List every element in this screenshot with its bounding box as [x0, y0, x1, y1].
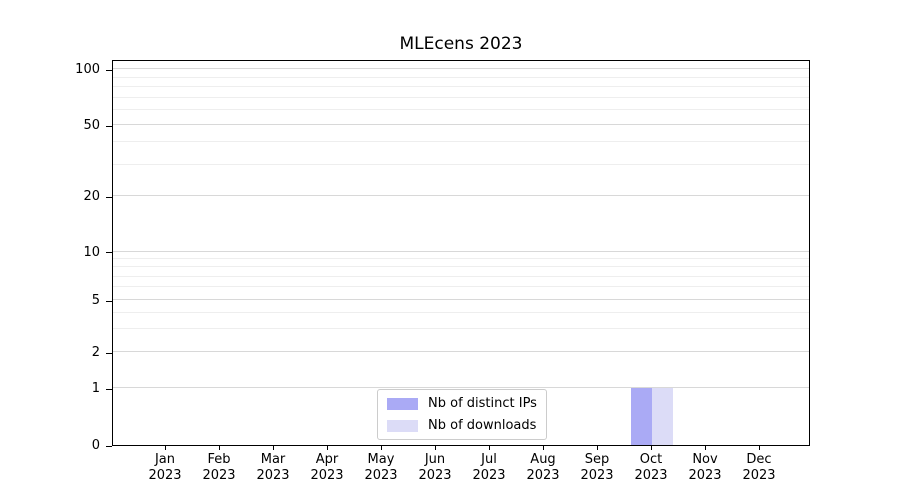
gridline-minor: [113, 96, 809, 98]
gridline-minor: [113, 109, 809, 111]
x-tick-label: Oct 2023: [621, 452, 681, 484]
x-tick-label: Nov 2023: [675, 452, 735, 484]
x-tick-mark: [543, 446, 544, 450]
y-tick-label: 0: [91, 438, 100, 453]
x-tick-mark: [435, 446, 436, 450]
x-tick-label: Jan 2023: [135, 452, 195, 484]
gridline-minor: [113, 275, 809, 277]
plot-area: [112, 60, 810, 446]
chart-title: MLEcens 2023: [399, 34, 523, 54]
gridline-major: [113, 250, 809, 252]
gridline-minor: [113, 163, 809, 165]
legend-label-downloads: Nb of downloads: [428, 418, 537, 433]
x-tick-year: 2023: [634, 468, 668, 483]
gridline-major: [113, 195, 809, 196]
x-tick-year: 2023: [256, 468, 290, 483]
y-tick-mark: [106, 388, 112, 390]
x-tick-month: Sep: [584, 452, 610, 467]
gridlines-layer: [113, 61, 809, 445]
x-tick-mark: [327, 446, 328, 450]
x-tick-label: Aug 2023: [513, 452, 573, 484]
y-tick-label: 50: [83, 118, 100, 133]
gridline-major: [113, 299, 809, 300]
x-tick-mark: [273, 446, 274, 450]
y-tick-mark: [106, 445, 112, 447]
x-tick-month: Oct: [639, 452, 663, 467]
x-tick-year: 2023: [688, 468, 722, 483]
gridline-minor: [113, 266, 809, 268]
x-tick-month: Apr: [315, 452, 339, 467]
bar-nb-of-downloads-oct: [652, 388, 673, 445]
gridline-minor: [113, 258, 809, 259]
x-tick-month: Aug: [530, 452, 556, 467]
x-tick-label: Apr 2023: [297, 452, 357, 484]
x-tick-mark: [489, 446, 490, 450]
x-tick-month: Dec: [746, 452, 772, 467]
x-tick-mark: [705, 446, 706, 450]
y-tick-mark: [106, 69, 112, 71]
gridline-major: [113, 124, 809, 125]
y-tick-label: 5: [91, 293, 100, 308]
x-tick-label: May 2023: [351, 452, 411, 484]
x-tick-month: Jan: [154, 452, 176, 467]
gridline-minor: [113, 311, 809, 313]
gridline-minor: [113, 86, 809, 87]
x-tick-label: Feb 2023: [189, 452, 249, 484]
x-tick-mark: [165, 446, 166, 450]
x-tick-year: 2023: [310, 468, 344, 483]
y-tick-mark: [106, 252, 112, 254]
x-tick-year: 2023: [526, 468, 560, 483]
x-tick-mark: [651, 446, 652, 450]
legend: Nb of distinct IPs Nb of downloads: [377, 389, 547, 440]
y-tick-mark: [106, 300, 112, 302]
x-tick-month: Feb: [207, 452, 231, 467]
gridline-minor: [113, 328, 809, 329]
bar-nb-of-distinct-ips-oct: [631, 388, 652, 445]
legend-item-downloads: Nb of downloads: [387, 417, 537, 434]
x-tick-label: Mar 2023: [243, 452, 303, 484]
x-tick-mark: [597, 446, 598, 450]
x-tick-mark: [759, 446, 760, 450]
x-tick-year: 2023: [472, 468, 506, 483]
gridline-major: [113, 68, 809, 69]
x-tick-year: 2023: [148, 468, 182, 483]
x-tick-year: 2023: [580, 468, 614, 483]
gridline-minor: [113, 286, 809, 288]
x-tick-month: Jul: [481, 452, 497, 467]
x-tick-mark: [219, 446, 220, 450]
y-tick-mark: [106, 125, 112, 127]
x-tick-month: Jun: [424, 452, 446, 467]
gridline-major: [113, 387, 809, 389]
x-tick-year: 2023: [202, 468, 236, 483]
y-tick-mark: [106, 352, 112, 354]
y-tick-label: 100: [75, 62, 100, 77]
x-tick-year: 2023: [364, 468, 398, 483]
bars-layer: [113, 61, 809, 445]
legend-item-distinct-ips: Nb of distinct IPs: [387, 395, 537, 412]
x-tick-label: Jun 2023: [405, 452, 465, 484]
gridline-minor: [113, 76, 809, 78]
x-tick-mark: [381, 446, 382, 450]
y-tick-label: 20: [83, 189, 100, 204]
y-tick-label: 1: [91, 381, 100, 397]
y-tick-label: 2: [91, 345, 100, 360]
x-tick-label: Sep 2023: [567, 452, 627, 484]
x-tick-label: Dec 2023: [729, 452, 789, 484]
y-tick-label: 10: [83, 244, 100, 260]
x-tick-year: 2023: [418, 468, 452, 483]
gridline-major: [113, 351, 809, 352]
x-tick-month: Nov: [692, 452, 718, 467]
x-tick-label: Jul 2023: [459, 452, 519, 484]
legend-swatch-distinct-ips: [387, 397, 418, 410]
x-tick-month: Mar: [260, 452, 286, 467]
legend-label-distinct-ips: Nb of distinct IPs: [428, 396, 537, 411]
gridline-minor: [113, 141, 809, 143]
x-tick-year: 2023: [742, 468, 776, 483]
x-tick-month: May: [367, 452, 395, 467]
legend-swatch-downloads: [387, 419, 418, 432]
y-tick-mark: [106, 196, 112, 198]
